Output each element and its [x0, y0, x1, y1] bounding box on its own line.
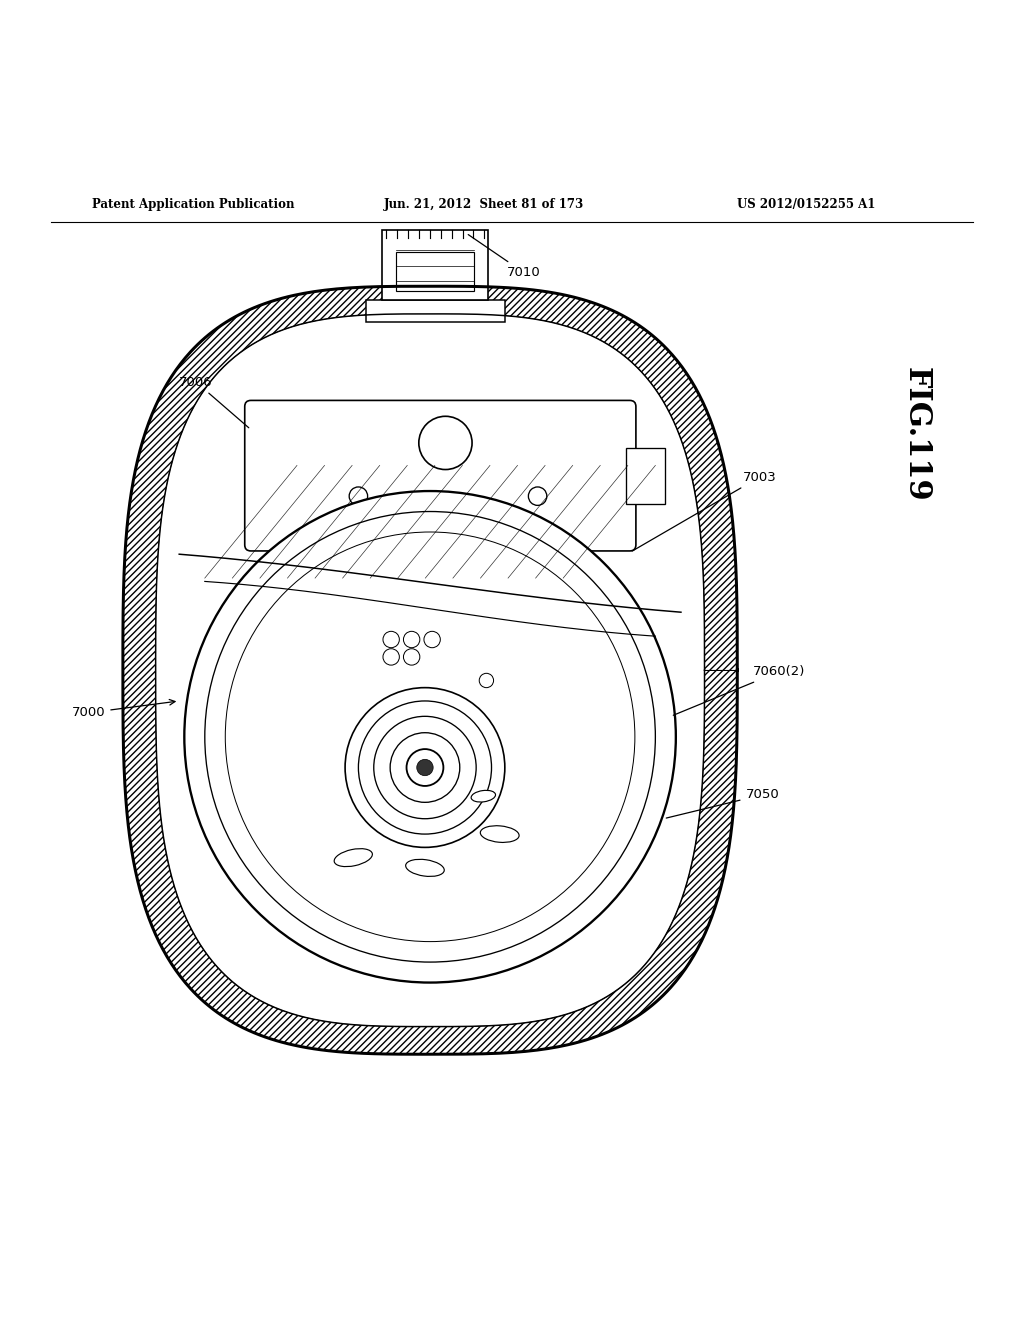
Text: Patent Application Publication: Patent Application Publication — [92, 198, 295, 211]
Circle shape — [184, 491, 676, 982]
Text: Jun. 21, 2012  Sheet 81 of 173: Jun. 21, 2012 Sheet 81 of 173 — [384, 198, 585, 211]
Bar — [366, 300, 505, 322]
Bar — [382, 230, 488, 300]
Circle shape — [403, 631, 420, 648]
Ellipse shape — [480, 826, 519, 842]
Text: FIG.119: FIG.119 — [901, 367, 932, 502]
Bar — [404, 541, 476, 569]
Ellipse shape — [334, 849, 373, 867]
FancyBboxPatch shape — [245, 400, 636, 550]
Text: 7050: 7050 — [667, 788, 779, 818]
Text: 7003: 7003 — [632, 471, 776, 550]
Ellipse shape — [406, 859, 444, 876]
Circle shape — [374, 717, 476, 818]
Circle shape — [383, 631, 399, 648]
Circle shape — [205, 512, 655, 962]
Polygon shape — [123, 286, 737, 1055]
Circle shape — [479, 673, 494, 688]
Ellipse shape — [471, 791, 496, 803]
Text: 7006: 7006 — [179, 376, 249, 428]
Text: 7010: 7010 — [468, 235, 541, 279]
Circle shape — [528, 487, 547, 506]
Text: 7000: 7000 — [72, 700, 175, 719]
Text: US 2012/0152255 A1: US 2012/0152255 A1 — [737, 198, 876, 211]
Bar — [396, 252, 474, 292]
Circle shape — [390, 733, 460, 803]
Circle shape — [349, 487, 368, 506]
Circle shape — [383, 648, 399, 665]
Circle shape — [407, 748, 443, 785]
Circle shape — [225, 532, 635, 941]
Circle shape — [419, 416, 472, 470]
Circle shape — [417, 759, 433, 776]
Circle shape — [358, 701, 492, 834]
Circle shape — [345, 688, 505, 847]
Circle shape — [403, 648, 420, 665]
Text: 7060(2): 7060(2) — [674, 665, 805, 715]
Circle shape — [424, 631, 440, 648]
Bar — [626, 447, 665, 504]
